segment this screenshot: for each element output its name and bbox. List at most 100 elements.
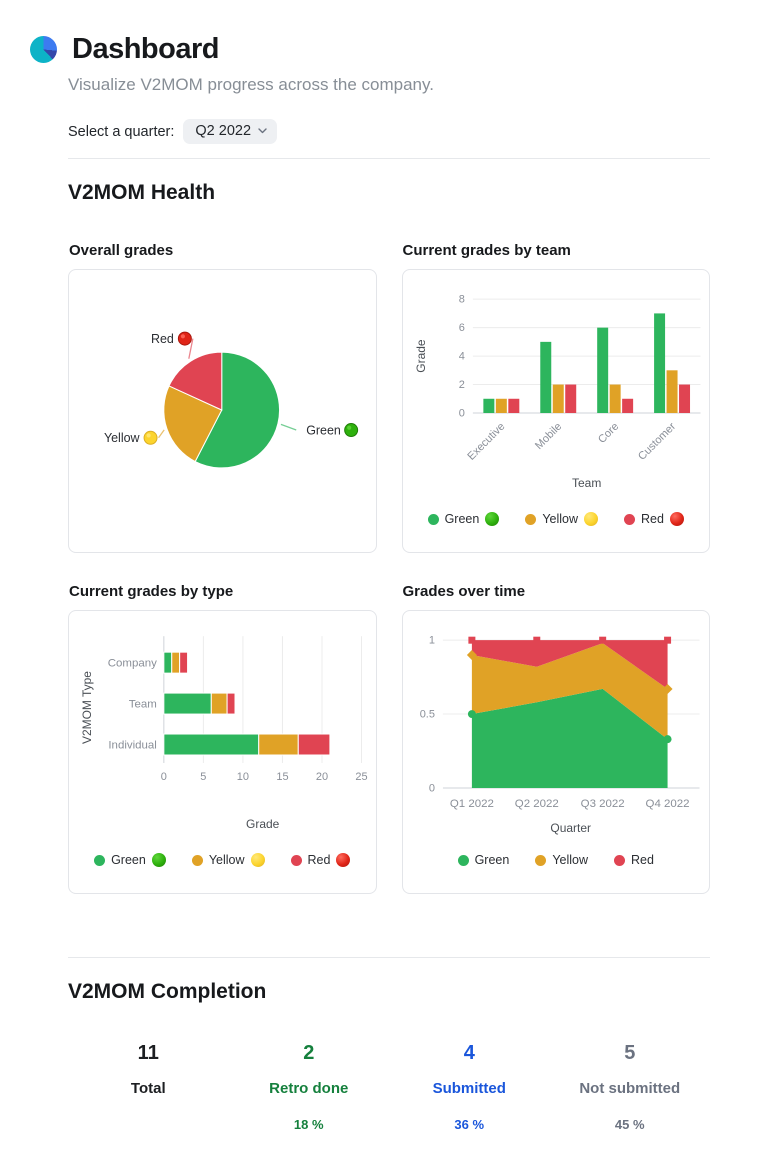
area-yellow (471, 643, 668, 740)
chart-card-grades-by-type: 0 5 10 15 20 25 Company Team Individual V2MOM Typ… (68, 610, 377, 894)
legend-item-green[interactable]: Green (94, 853, 166, 867)
red-circle-emoji-icon (336, 853, 351, 867)
stacked-bar-chart[interactable]: 0 5 10 15 20 25 Company Team Individual V2MOM Typ… (69, 611, 376, 891)
divider (68, 158, 710, 159)
svg-text:Q3 2022: Q3 2022 (580, 798, 624, 810)
svg-text:Green: Green (306, 423, 341, 437)
legend-item-green[interactable]: Green (427, 512, 500, 526)
chart-block-grades-by-team: Current grades by team 0 2 4 6 8 Grade Executi… (401, 242, 710, 553)
legend-item-yellow[interactable]: Yellow (191, 853, 265, 867)
stat-retro-done: 2 Retro done 18 % (229, 1042, 390, 1132)
bar-mobile-yellow (552, 384, 564, 413)
grouped-bar-chart[interactable]: 0 2 4 6 8 Grade Executive Mobile Core Customer Tea… (403, 270, 710, 550)
svg-text:V2MOM Type: V2MOM Type (80, 671, 94, 744)
bar-mobile-red (564, 384, 576, 413)
stat-percent (68, 1117, 229, 1132)
pie-chart-logo-icon (30, 36, 57, 63)
legend-item-yellow[interactable]: Yellow (525, 512, 598, 526)
chevron-down-icon (258, 128, 267, 134)
green-circle-emoji-icon (485, 512, 500, 526)
chart-title-grades-by-type: Current grades by type (69, 583, 234, 600)
stat-label: Total (130, 1080, 166, 1097)
legend-label: Red (307, 853, 331, 867)
svg-text:Q4 2022: Q4 2022 (645, 798, 689, 810)
stat-label: Retro done (269, 1080, 349, 1097)
bar-core-red (621, 398, 633, 413)
svg-text:Team: Team (129, 699, 157, 711)
bar-executive-red (507, 398, 519, 413)
completion-stats: 11 Total 2 Retro done 18 % 4 Submitted 3… (68, 1042, 710, 1132)
svg-text:Core: Core (595, 421, 620, 446)
stat-percent: 36 % (454, 1117, 485, 1132)
legend-item-red[interactable]: Red (624, 512, 684, 526)
stat-percent: 18 % (293, 1117, 324, 1132)
chart-title-grades-by-team: Current grades by team (402, 242, 571, 259)
legend-item-red[interactable]: Red (614, 853, 654, 867)
svg-text:Q1 2022: Q1 2022 (449, 798, 493, 810)
stat-percent: 45 % (614, 1117, 645, 1132)
header: Dashboard (30, 33, 710, 66)
bar-core-yellow (609, 384, 621, 413)
divider (68, 957, 710, 958)
legend-item-green[interactable]: Green (457, 853, 509, 867)
quarter-select-value: Q2 2022 (195, 123, 252, 139)
chart-card-grades-by-team: 0 2 4 6 8 Grade Executive Mobile Core Customer Tea… (401, 269, 710, 553)
chart-legend: Green Yellow Red (69, 853, 376, 867)
green-circle-emoji-icon (151, 853, 166, 867)
pie-chart[interactable]: Green Yellow Red (69, 270, 376, 550)
legend-item-yellow[interactable]: Yellow (535, 853, 588, 867)
stat-label: Not submitted (579, 1080, 681, 1097)
quarter-select[interactable]: Q2 2022 (183, 119, 278, 144)
stacked-area-chart[interactable]: 0 0.5 1 Q1 2022 Q2 2022 Q3 2022 Q4 2022 Quarter (403, 611, 710, 891)
svg-text:15: 15 (276, 771, 288, 783)
chart-title-grades-over-time: Grades over time (402, 583, 526, 600)
svg-text:20: 20 (316, 771, 328, 783)
stat-not-submitted: 5 Not submitted 45 % (550, 1042, 711, 1132)
quarter-selector-row: Select a quarter: Q2 2022 (68, 119, 710, 144)
bar-customer-green (653, 313, 665, 413)
bar-individual-red (297, 733, 331, 756)
bar-team-red (226, 692, 236, 715)
svg-text:Q2 2022: Q2 2022 (514, 798, 558, 810)
pie-slice-yellow (163, 385, 223, 463)
pie-slice-green (194, 351, 281, 469)
svg-text:Individual: Individual (108, 740, 156, 752)
stat-value: 11 (137, 1042, 159, 1064)
legend-label: Yellow (208, 853, 245, 867)
stat-value: 5 (624, 1042, 636, 1064)
legend-label: Green (111, 853, 146, 867)
page-title: Dashboard (72, 33, 219, 65)
bar-company-yellow (171, 651, 181, 674)
bar-executive-yellow (495, 398, 507, 413)
stat-submitted: 4 Submitted 36 % (389, 1042, 550, 1132)
svg-text:Quarter: Quarter (550, 821, 591, 835)
svg-text:4: 4 (458, 351, 464, 363)
yellow-dot-icon (535, 854, 547, 866)
stat-value: 4 (463, 1042, 475, 1064)
green-dot-icon (427, 513, 439, 525)
svg-text:Mobile: Mobile (533, 421, 564, 452)
bar-individual-yellow (258, 733, 299, 756)
chart-block-grades-over-time: Grades over time 0 0.5 1 Q1 2022 Q2 2022 Q3 2… (401, 583, 710, 894)
svg-text:0: 0 (458, 407, 464, 419)
green-dot-icon (457, 854, 469, 866)
bar-executive-green (482, 398, 494, 413)
bar-team-green (163, 692, 212, 715)
legend-label: Yellow (542, 512, 578, 526)
bar-company-red (179, 651, 189, 674)
section-title-health: V2MOM Health (68, 181, 216, 204)
chart-legend: Green Yellow Red (403, 512, 710, 526)
stat-label: Submitted (432, 1080, 506, 1097)
chart-title-overall-grades: Overall grades (69, 242, 174, 259)
svg-text:0: 0 (428, 782, 434, 794)
bar-company-green (163, 651, 173, 674)
chart-legend: Green Yellow Red (403, 853, 710, 867)
area-red (471, 640, 668, 689)
legend-label: Red (631, 853, 654, 867)
section-title-completion: V2MOM Completion (68, 980, 267, 1003)
legend-item-red[interactable]: Red (290, 853, 351, 867)
red-dot-icon (614, 854, 625, 866)
yellow-dot-icon (525, 513, 537, 525)
svg-text:Red: Red (151, 332, 174, 346)
